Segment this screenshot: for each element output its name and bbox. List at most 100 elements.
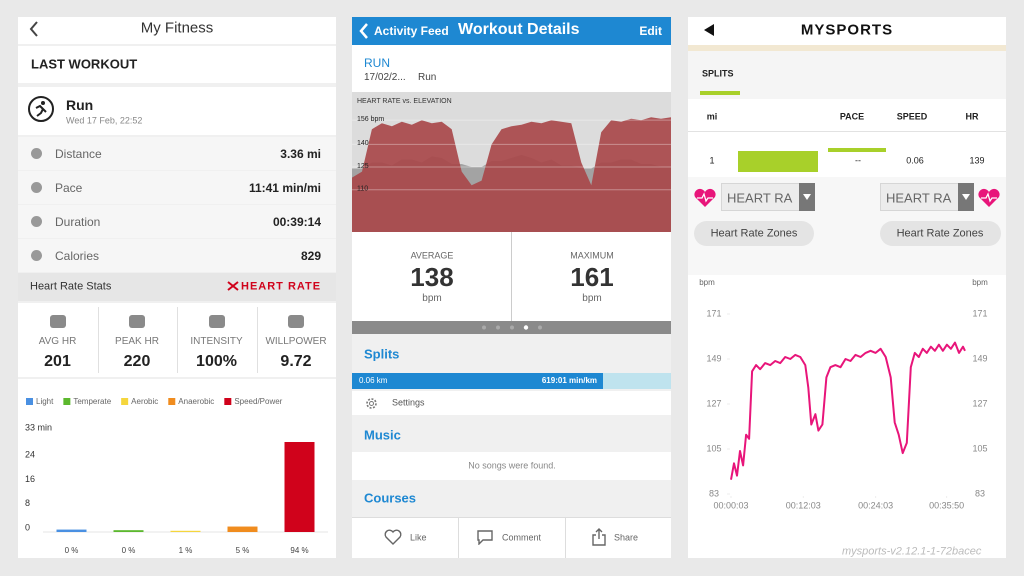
edit-button[interactable]: Edit [639,24,662,38]
settings-label[interactable]: Settings [392,397,425,408]
column-header: PACE [839,111,865,122]
tab-bar [688,51,1006,99]
stat-icon [288,315,304,328]
x-tick-label: 00:12:03 [786,500,821,510]
zones-button[interactable] [880,221,1001,246]
split-bar [352,373,603,389]
stat-value: 220 [123,353,151,370]
stat-icon [31,216,42,227]
back-button[interactable] [358,22,370,40]
average-value: 138 [410,262,454,292]
y-tick-label: 125 [357,163,369,170]
divider [177,307,178,373]
share-label: 1 % [179,546,193,555]
select-label[interactable]: HEART RA [886,190,952,206]
bar [227,526,258,532]
y-tick-label: 0 [25,522,30,532]
zones-button-label[interactable]: Heart Rate Zones [896,227,984,240]
legend-swatch [224,398,232,405]
title: MYSPORTS [800,21,894,39]
y-tick-label: 105 [706,443,721,453]
hr-line-chart: bpm bpm 83 83 105 105 127 127 149 149 171 171 00:00:… [699,278,988,510]
chart-title: HEART RATE vs. ELEVATION [357,98,452,105]
legend-swatch [168,398,176,405]
activity-type: Run [418,72,437,83]
zones-button-label[interactable]: Heart Rate Zones [710,227,798,240]
legend-label: Aerobic [131,397,158,406]
y-tick-label: 127 [972,398,987,408]
header [352,17,671,45]
share-icon[interactable] [591,527,607,547]
y-tick-label: 24 [25,450,35,460]
heart-icon [978,188,1000,207]
share-label: 5 % [236,546,250,555]
splits-tab[interactable]: SPLITS [702,68,734,79]
bar [56,529,87,532]
stat-icon [31,182,42,193]
stat-label: WILLPOWER [265,336,327,347]
bar [113,530,144,532]
y-axis-label: bpm [699,278,715,287]
divider [458,517,459,558]
share-label: 0 % [65,546,79,555]
section-title: LAST WORKOUT [31,56,138,72]
y-axis-label: bpm [972,278,988,287]
y-tick-label: 140 [357,140,369,147]
comment-icon[interactable] [476,529,494,545]
legend-label: Speed/Power [234,397,282,406]
courses-heading: Courses [364,490,417,506]
column-header: HR [965,111,979,122]
mysports-panel: MYSPORTS SPLITS mi PACE SPEED HR 1 -- 0.… [688,17,1006,558]
y-tick-label: 171 [706,308,721,318]
split-pace: 619:01 min/km [541,376,597,385]
like-icon[interactable] [384,529,402,545]
select-label[interactable]: HEART RA [727,190,793,206]
stat-icon [49,315,66,328]
workout-row[interactable] [18,87,336,135]
divider [256,307,258,373]
settings-row[interactable] [352,391,671,415]
y-tick-label: 127 [706,398,721,408]
divider [511,232,512,321]
cell: -- [855,155,861,166]
share-button[interactable]: Share [614,532,639,543]
stat-value: 829 [300,249,321,263]
brand-logo [227,281,239,291]
stat-value: 00:39:14 [272,215,321,229]
x-tick-label: 00:24:03 [858,500,893,510]
like-button[interactable]: Like [410,532,427,543]
stat-label: PEAK HR [115,336,159,347]
workout-name: Run [66,97,94,113]
title: Workout Details [458,21,580,38]
comment-button[interactable]: Comment [502,532,542,543]
settings-icon [366,398,377,409]
arrow [803,194,811,200]
title: My Fitness [140,19,214,37]
stat-icon [129,315,145,328]
stat-value: 9.72 [280,353,312,370]
y-tick-label: 149 [972,353,987,363]
back-label[interactable]: Activity Feed [374,24,449,38]
maximum-label: MAXIMUM [570,250,614,261]
average-label: AVERAGE [410,250,454,261]
splits-heading: Splits [364,346,400,362]
cell: 139 [969,155,985,166]
zones-button[interactable] [694,221,814,246]
activity-date: 17/02/2... [364,72,406,83]
legend-swatch [121,398,129,405]
workout-date: Wed 17 Feb, 22:52 [66,115,143,126]
back-button[interactable] [28,20,40,38]
stat-row [18,239,336,272]
y-tick-label: 8 [25,498,30,508]
arrow [962,194,970,200]
stat-row [18,137,336,170]
legend-swatch [63,398,71,405]
tab-underline [700,91,740,95]
activity: RUN [364,56,390,70]
stat-value: 201 [44,353,71,370]
hr-title: Heart Rate Stats [30,280,112,293]
back-button[interactable] [702,23,716,37]
page-dots[interactable] [352,321,671,334]
legend-label: Light [36,397,54,406]
